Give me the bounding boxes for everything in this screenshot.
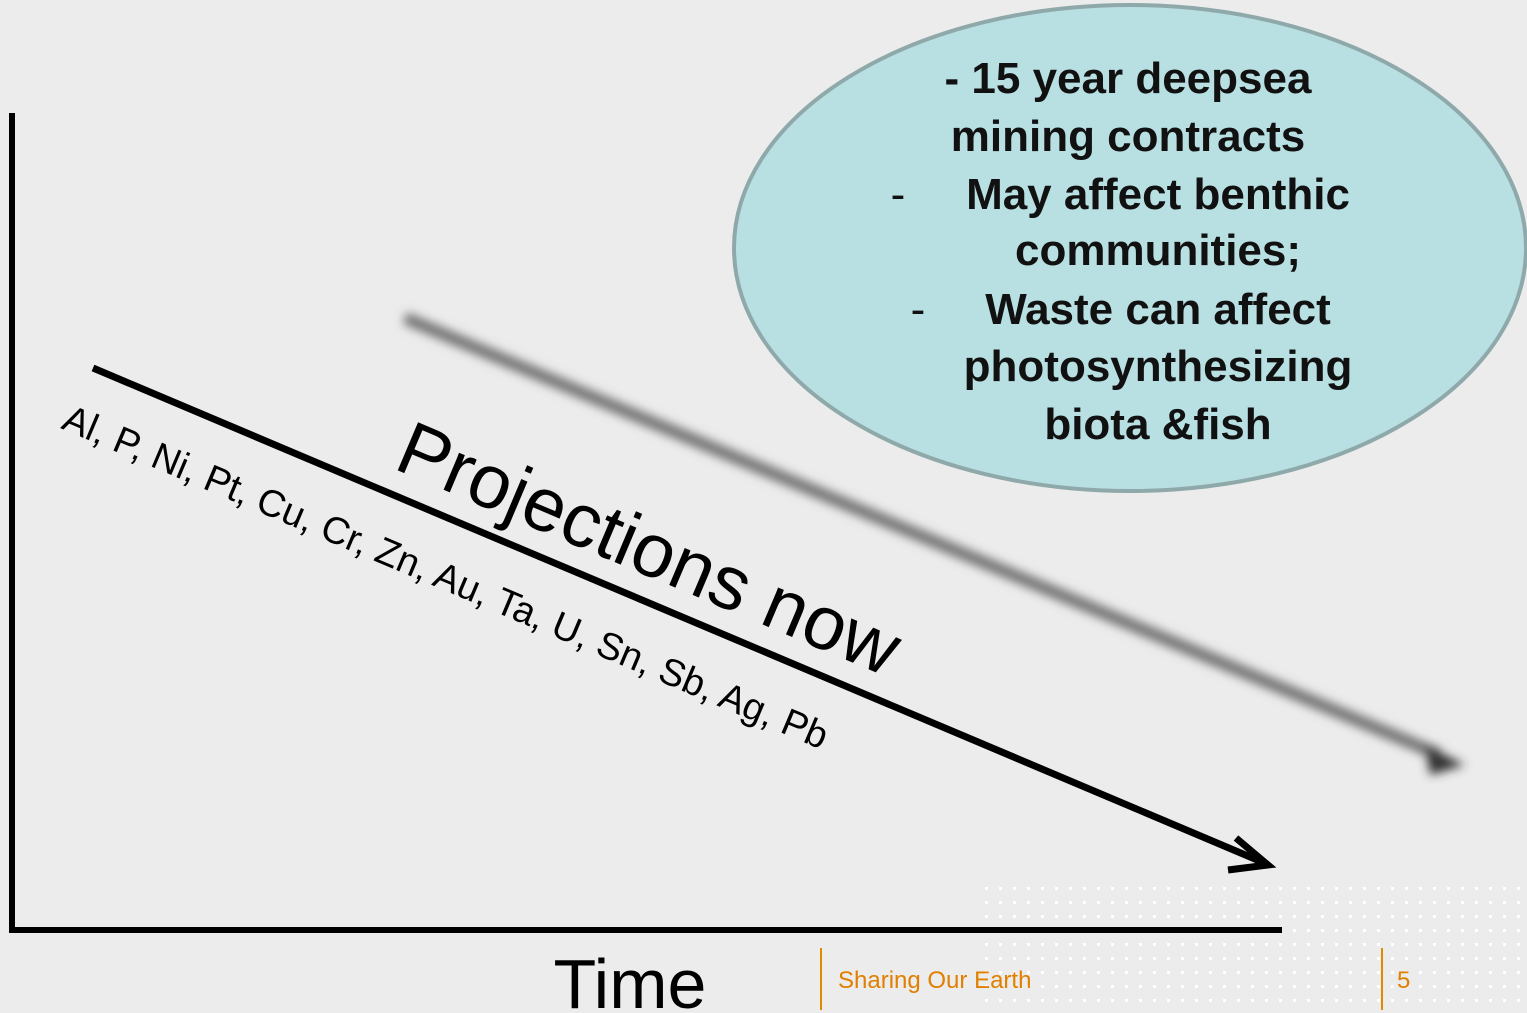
callout-line: photosynthesizing — [964, 342, 1353, 391]
callout-line: - 15 year deepsea — [945, 54, 1312, 103]
page-number: 5 — [1397, 967, 1410, 994]
callout-line: Waste can affect — [985, 285, 1331, 334]
dot-pattern — [985, 885, 1527, 1013]
trend-arrow — [91, 364, 1264, 866]
callout-line: mining contracts — [951, 112, 1306, 161]
footer-text: Sharing Our Earth — [838, 967, 1031, 994]
bullet-marker: - — [891, 170, 906, 219]
blurred-arrow — [402, 312, 1465, 775]
bullet-marker: - — [911, 285, 926, 334]
axis-label: Time — [554, 945, 707, 1013]
callout-line: May affect benthic — [966, 170, 1350, 219]
callout-line: biota &fish — [1044, 400, 1271, 449]
arrow-head — [1227, 835, 1277, 874]
callout-bubble — [732, 3, 1527, 493]
callout-line: communities; — [1015, 226, 1301, 275]
